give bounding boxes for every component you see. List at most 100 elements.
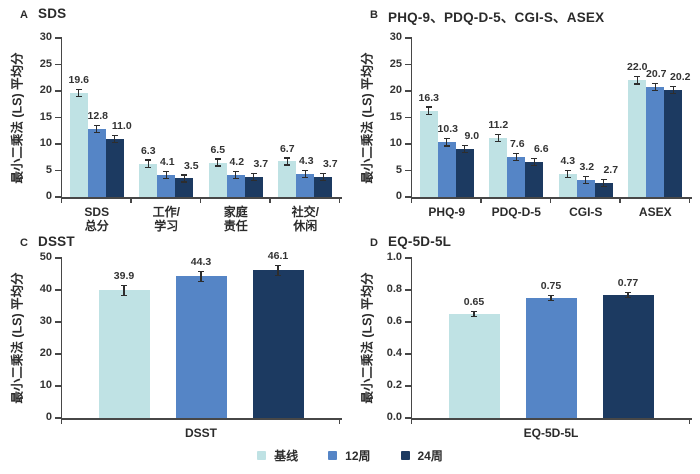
y-tick-label: 25 [39, 57, 52, 70]
bar-value-label: 20.2 [670, 71, 691, 84]
y-tick [405, 116, 411, 119]
error-bar [464, 146, 466, 153]
error-bar-cap-top [600, 178, 607, 180]
panel-b: B PHQ-9、PDQ-D-5、CGI-S、ASEX 0 5 10 15 20 25 30 P… [350, 0, 700, 228]
bar-24周 [252, 270, 304, 418]
y-tick-label: 0 [45, 190, 52, 202]
legend-label-baseline: 基线 [274, 449, 299, 463]
error-bar [277, 266, 279, 275]
error-bar [183, 175, 185, 182]
y-tick [405, 321, 411, 323]
error-bar-cap-top [145, 159, 152, 161]
error-bar [235, 171, 237, 178]
bar-value-label: 16.3 [418, 91, 439, 104]
error-bar-cap-bottom [495, 140, 502, 142]
panel-b-title: PHQ-9、PDQ-D-5、CGI-S、ASEX [388, 10, 605, 25]
error-bar-cap-top [198, 270, 204, 272]
error-bar-cap-bottom [302, 177, 309, 179]
y-tick-label: 5 [395, 163, 402, 176]
bar-value-label: 6.6 [533, 143, 549, 156]
y-tick [405, 37, 411, 39]
bar-24周 [244, 177, 263, 197]
bar-12周 [175, 276, 227, 418]
error-bar [603, 179, 605, 186]
x-category-label: PDQ-D-5 [491, 205, 541, 219]
y-tick [55, 63, 61, 66]
bar-value-label: 9.0 [464, 130, 480, 143]
y-axis-title: 最小二乘法 (LS) 平均分 [10, 51, 25, 184]
bar-24周 [455, 149, 474, 197]
error-bar-cap-bottom [634, 83, 641, 85]
y-tick-label: 30 [39, 31, 52, 43]
bar-基线 [208, 162, 227, 197]
error-bar-cap-top [461, 145, 468, 147]
error-bar [446, 139, 448, 146]
y-tick [405, 196, 411, 198]
y-tick [55, 196, 61, 198]
y-tick-label: 5 [45, 163, 52, 176]
x-tick [338, 198, 341, 203]
panel-a-letter: A [20, 9, 28, 21]
error-bar [550, 296, 552, 300]
y-tick [405, 385, 411, 387]
bar-value-label: 39.9 [113, 269, 135, 282]
error-bar [515, 153, 517, 160]
error-bar-cap-bottom [564, 177, 571, 179]
error-bar-cap-top [513, 152, 520, 154]
error-bar-cap-bottom [181, 181, 188, 183]
x-category-label: PHQ-9 [428, 205, 466, 219]
y-tick-label: 10 [39, 379, 52, 391]
bar-基线 [278, 161, 297, 197]
error-bar [497, 134, 499, 141]
error-bar-cap-bottom [461, 152, 468, 154]
bar-24周 [314, 177, 333, 197]
panel-c-title: DSST [38, 234, 75, 249]
y-tick [405, 289, 411, 291]
error-bar-cap-bottom [121, 294, 127, 296]
bar-value-label: 4.3 [298, 155, 314, 168]
legend-swatch-baseline [257, 451, 267, 460]
error-bar-cap-top [471, 310, 477, 313]
y-tick [55, 90, 61, 92]
y-tick [55, 385, 61, 387]
x-axis-line [60, 418, 342, 420]
error-bar [533, 159, 535, 165]
bar-value-label: 20.7 [646, 68, 667, 81]
error-bar [78, 90, 80, 97]
bar-12周 [87, 129, 106, 197]
bar-基线 [628, 80, 647, 197]
bar-基线 [558, 174, 577, 197]
error-bar [322, 174, 324, 181]
error-bar-cap-bottom [443, 145, 450, 147]
error-bar-cap-bottom [250, 180, 257, 182]
error-bar-cap-top [548, 294, 554, 297]
error-bar [147, 160, 149, 167]
bar-value-label: 0.75 [540, 280, 562, 293]
error-bar [627, 292, 629, 297]
error-bar-cap-bottom [425, 113, 432, 115]
bar-12周 [646, 87, 665, 197]
error-bar-cap-bottom [75, 96, 82, 98]
error-bar-cap-bottom [284, 164, 291, 166]
y-axis-title: 最小二乘法 (LS) 平均分 [360, 272, 375, 404]
y-axis-line [60, 37, 62, 199]
y-tick [55, 289, 61, 291]
x-category-label: SDS 总分 [84, 205, 110, 233]
error-bar-cap-bottom [198, 280, 204, 282]
error-bar-cap-bottom [320, 180, 327, 182]
x-axis-line [60, 197, 342, 199]
error-bar [253, 174, 255, 181]
error-bar-cap-top [670, 85, 677, 87]
error-bar-cap-top [93, 125, 100, 127]
panel-d-chart: 0.0 0.2 0.4 0.6 0.8 1.0 EQ-5D-5L 0.65 0.75 0.77 最小… [350, 228, 700, 445]
y-tick-label: 30 [39, 315, 52, 327]
legend: 基线 12周 24周 [0, 447, 700, 464]
y-tick [405, 63, 411, 66]
y-tick [55, 169, 61, 172]
error-bar-cap-top [232, 170, 239, 172]
x-tick [269, 198, 271, 203]
panel-a: A SDS 0 5 10 15 20 25 30 SDS 总分 19.6 12.8 11.0 工作/ … [0, 0, 350, 233]
error-bar [428, 107, 430, 114]
bar-value-label: 44.3 [190, 255, 212, 268]
panel-d-title: EQ-5D-5L [388, 234, 452, 249]
